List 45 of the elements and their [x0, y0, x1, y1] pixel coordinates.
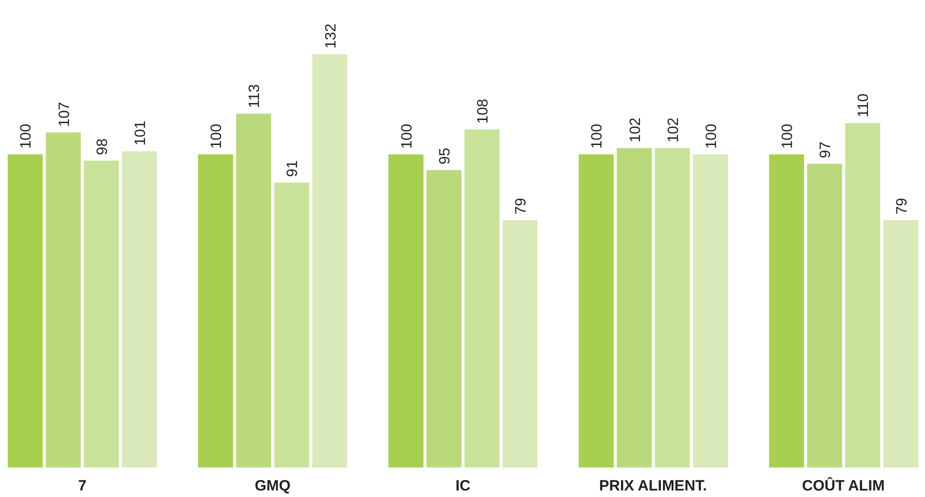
- bar: [464, 129, 500, 468]
- data-label: 79: [893, 198, 910, 215]
- bar: [616, 148, 652, 468]
- x-tick-label: 7: [78, 478, 87, 494]
- bar: [692, 154, 728, 468]
- data-label: 132: [322, 24, 340, 49]
- x-tick-label: GMQ: [254, 478, 291, 494]
- bar: [426, 170, 462, 468]
- data-label: 100: [208, 124, 226, 149]
- bar: [274, 182, 310, 468]
- bar: [312, 54, 348, 468]
- data-label: 100: [702, 124, 720, 149]
- bar: [502, 220, 538, 468]
- x-tick-label: COÛT ALIM: [802, 476, 885, 494]
- data-label: 79: [512, 198, 530, 215]
- data-label: 100: [18, 124, 35, 149]
- bar: [122, 151, 157, 468]
- data-label: 108: [474, 98, 492, 124]
- bar: [198, 154, 234, 468]
- data-label: 95: [436, 148, 454, 164]
- data-label: 100: [588, 124, 606, 149]
- data-label: 101: [132, 120, 149, 146]
- data-label: 102: [626, 118, 644, 143]
- bar: [46, 132, 81, 468]
- bar: [769, 154, 804, 468]
- x-tick-label: PRIX ALIMENT.: [599, 478, 707, 494]
- bar: [807, 164, 842, 468]
- bar: [8, 154, 43, 468]
- bar: [388, 154, 424, 468]
- data-label: 91: [284, 160, 302, 177]
- data-label: 113: [246, 84, 264, 108]
- bar: [845, 123, 880, 468]
- bar: [84, 160, 119, 468]
- data-label: 102: [664, 118, 682, 143]
- data-label: 100: [398, 124, 416, 149]
- data-label: 100: [779, 124, 796, 149]
- bar: [578, 154, 614, 468]
- data-label: 107: [56, 102, 73, 127]
- bar: [883, 220, 918, 468]
- bar: [654, 148, 690, 468]
- data-label: 110: [855, 94, 872, 118]
- data-label: 98: [94, 138, 111, 156]
- x-tick-label: IC: [456, 478, 471, 494]
- data-label: 97: [817, 142, 834, 158]
- bar: [236, 114, 272, 468]
